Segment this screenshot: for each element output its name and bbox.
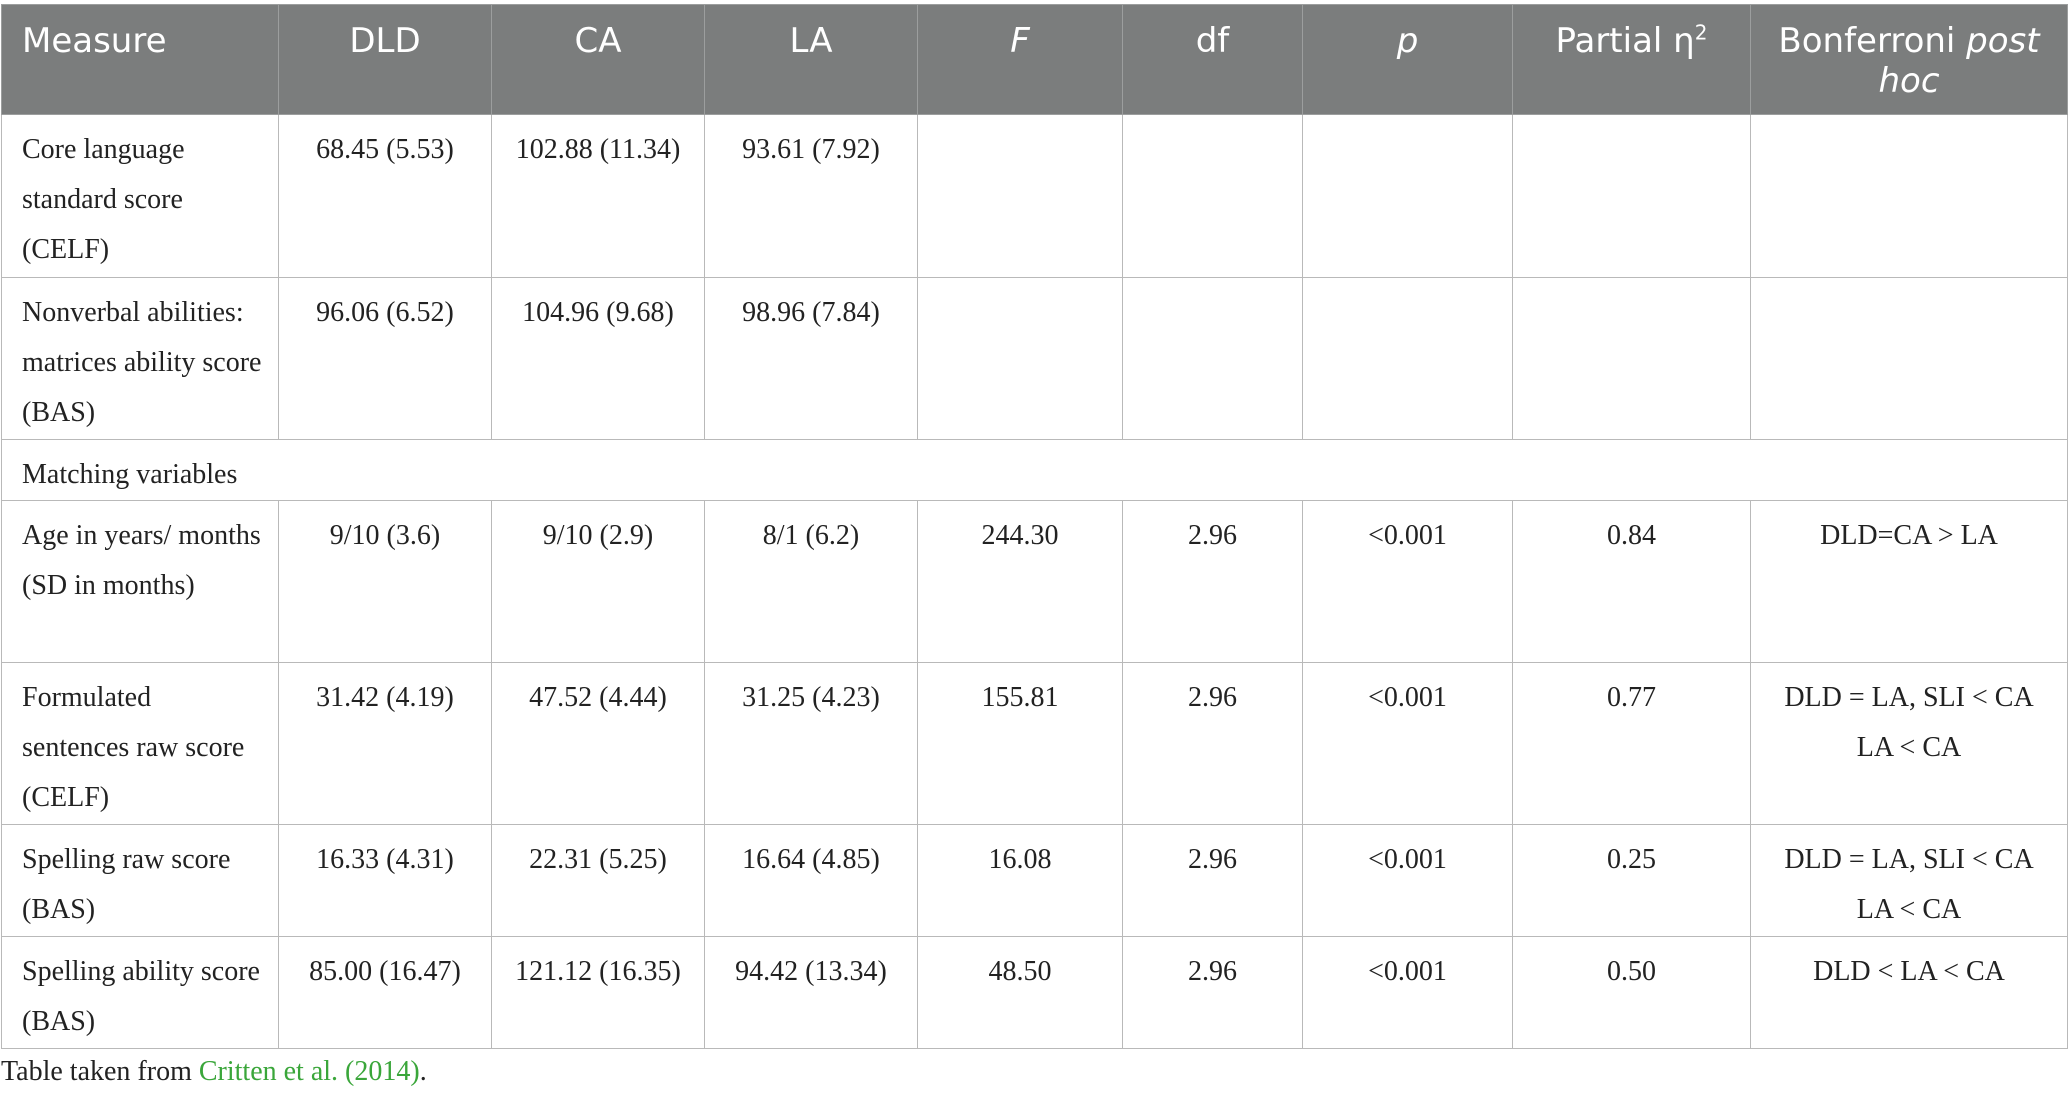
posthoc-cell bbox=[1750, 114, 2068, 278]
header-p: p bbox=[1302, 4, 1513, 115]
df-cell: 2.96 bbox=[1122, 936, 1303, 1049]
f-cell: 16.08 bbox=[917, 824, 1123, 937]
df-cell: 2.96 bbox=[1122, 662, 1303, 825]
measure-cell: Spelling ability score (BAS) bbox=[1, 936, 279, 1049]
posthoc-line: DLD=CA > LA bbox=[1820, 520, 1998, 551]
f-cell bbox=[917, 114, 1123, 278]
table-row: Age in years/ months (SD in months) 9/10… bbox=[1, 500, 2068, 663]
measure-cell: Formulated sentences raw score (CELF) bbox=[1, 662, 279, 825]
dld-cell: 16.33 (4.31) bbox=[278, 824, 492, 937]
header-la: LA bbox=[704, 4, 918, 115]
dld-cell: 85.00 (16.47) bbox=[278, 936, 492, 1049]
posthoc-line: DLD = LA, SLI < CA bbox=[1784, 682, 2034, 713]
dld-cell: 31.42 (4.19) bbox=[278, 662, 492, 825]
ca-cell: 47.52 (4.44) bbox=[491, 662, 705, 825]
posthoc-line: LA < CA bbox=[1856, 732, 1962, 763]
footnote-prefix: Table taken from bbox=[1, 1056, 199, 1087]
la-cell: 16.64 (4.85) bbox=[704, 824, 918, 937]
la-cell: 8/1 (6.2) bbox=[704, 500, 918, 663]
measure-cell: Spelling raw score (BAS) bbox=[1, 824, 279, 937]
header-bonferroni: Bonferroni post hoc bbox=[1750, 4, 2068, 115]
la-cell: 98.96 (7.84) bbox=[704, 277, 918, 440]
p-cell: <0.001 bbox=[1302, 500, 1513, 663]
header-partial-eta-label: Partial η bbox=[1555, 21, 1695, 61]
header-bonferroni-main: Bonferroni bbox=[1778, 21, 1967, 61]
eta-cell bbox=[1512, 114, 1751, 278]
la-cell: 93.61 (7.92) bbox=[704, 114, 918, 278]
dld-cell: 9/10 (3.6) bbox=[278, 500, 492, 663]
df-cell: 2.96 bbox=[1122, 824, 1303, 937]
ca-cell: 22.31 (5.25) bbox=[491, 824, 705, 937]
p-cell: <0.001 bbox=[1302, 662, 1513, 825]
table-row: Core language standard score (CELF) 68.4… bbox=[1, 114, 2068, 278]
posthoc-cell: DLD=CA > LA bbox=[1750, 500, 2068, 663]
dld-cell: 68.45 (5.53) bbox=[278, 114, 492, 278]
table-row: Spelling ability score (BAS) 85.00 (16.4… bbox=[1, 936, 2068, 1049]
header-ca: CA bbox=[491, 4, 705, 115]
eta-cell: 0.50 bbox=[1512, 936, 1751, 1049]
f-cell: 155.81 bbox=[917, 662, 1123, 825]
measure-cell: Nonverbal abilities: matrices ability sc… bbox=[1, 277, 279, 440]
header-measure: Measure bbox=[1, 4, 279, 115]
ca-cell: 102.88 (11.34) bbox=[491, 114, 705, 278]
p-cell bbox=[1302, 277, 1513, 440]
posthoc-line: DLD = LA, SLI < CA bbox=[1784, 844, 2034, 875]
citation-link[interactable]: Critten et al. (2014) bbox=[198, 1056, 420, 1087]
table-footnote: Table taken from Critten et al. (2014). bbox=[1, 1052, 427, 1092]
posthoc-cell bbox=[1750, 277, 2068, 440]
header-partial-eta: Partial η2 bbox=[1512, 4, 1751, 115]
measure-cell: Core language standard score (CELF) bbox=[1, 114, 279, 278]
eta-cell: 0.77 bbox=[1512, 662, 1751, 825]
posthoc-cell: DLD < LA < CA bbox=[1750, 936, 2068, 1049]
ca-cell: 9/10 (2.9) bbox=[491, 500, 705, 663]
header-row: Measure DLD CA LA F df p Partial η2 Bonf… bbox=[1, 4, 2068, 115]
header-bonferroni-italic: post hoc bbox=[1878, 21, 2040, 101]
section-row: Matching variables bbox=[1, 439, 2068, 501]
p-cell: <0.001 bbox=[1302, 824, 1513, 937]
p-cell bbox=[1302, 114, 1513, 278]
ca-cell: 104.96 (9.68) bbox=[491, 277, 705, 440]
eta-cell: 0.25 bbox=[1512, 824, 1751, 937]
posthoc-line: DLD < LA < CA bbox=[1813, 956, 2005, 987]
dld-cell: 96.06 (6.52) bbox=[278, 277, 492, 440]
df-cell bbox=[1122, 277, 1303, 440]
table-row: Nonverbal abilities: matrices ability sc… bbox=[1, 277, 2068, 440]
header-dld: DLD bbox=[278, 4, 492, 115]
posthoc-line: LA < CA bbox=[1856, 894, 1962, 925]
df-cell bbox=[1122, 114, 1303, 278]
footnote-suffix: . bbox=[419, 1056, 427, 1087]
f-cell: 244.30 bbox=[917, 500, 1123, 663]
posthoc-cell: DLD = LA, SLI < CA LA < CA bbox=[1750, 824, 2068, 937]
posthoc-cell: DLD = LA, SLI < CA LA < CA bbox=[1750, 662, 2068, 825]
eta-superscript: 2 bbox=[1694, 20, 1708, 45]
f-cell: 48.50 bbox=[917, 936, 1123, 1049]
header-f: F bbox=[917, 4, 1123, 115]
eta-cell: 0.84 bbox=[1512, 500, 1751, 663]
section-label: Matching variables bbox=[1, 439, 2068, 501]
results-table: Measure DLD CA LA F df p Partial η2 Bonf… bbox=[1, 4, 2068, 1049]
la-cell: 31.25 (4.23) bbox=[704, 662, 918, 825]
f-cell bbox=[917, 277, 1123, 440]
measure-cell: Age in years/ months (SD in months) bbox=[1, 500, 279, 663]
la-cell: 94.42 (13.34) bbox=[704, 936, 918, 1049]
df-cell: 2.96 bbox=[1122, 500, 1303, 663]
table-row: Formulated sentences raw score (CELF) 31… bbox=[1, 662, 2068, 825]
table-row: Spelling raw score (BAS) 16.33 (4.31) 22… bbox=[1, 824, 2068, 937]
eta-cell bbox=[1512, 277, 1751, 440]
ca-cell: 121.12 (16.35) bbox=[491, 936, 705, 1049]
header-df: df bbox=[1122, 4, 1303, 115]
p-cell: <0.001 bbox=[1302, 936, 1513, 1049]
